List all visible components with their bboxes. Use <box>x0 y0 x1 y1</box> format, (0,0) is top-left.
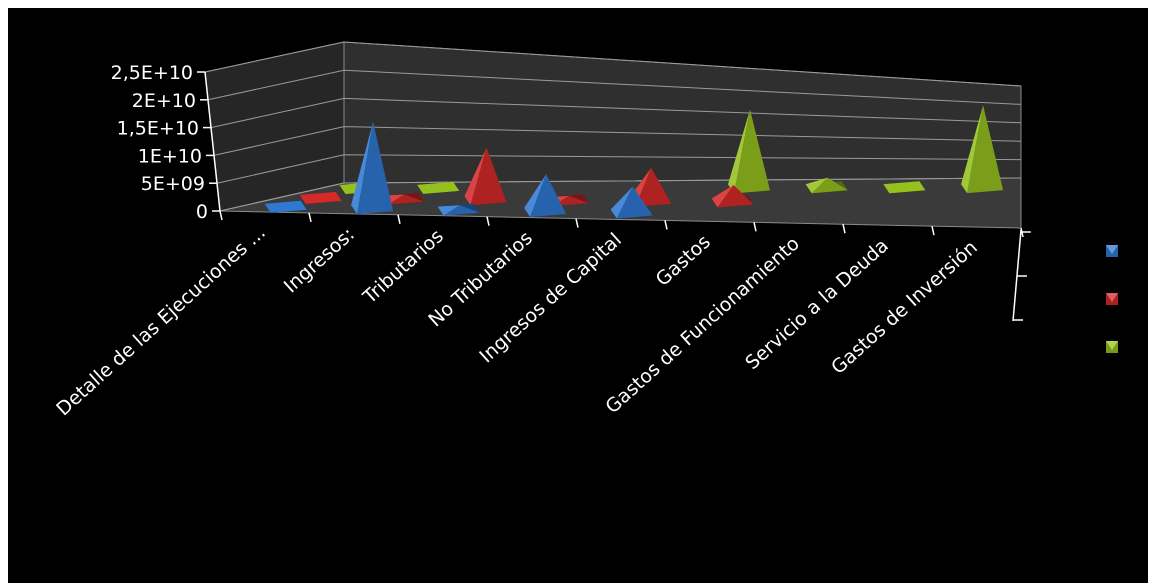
legend-marker <box>1106 341 1118 353</box>
pyramid-face-left <box>711 185 734 208</box>
x-tick-mark <box>308 212 312 223</box>
y-tick-label: 0 <box>196 201 208 223</box>
pyramid-face-left <box>437 205 460 216</box>
pyramid-flat <box>264 200 307 213</box>
x-tick-label: Ingresos: <box>280 223 359 297</box>
pyramid-flat <box>883 181 926 194</box>
pyramid-bar <box>610 186 653 219</box>
x-tick-mark <box>664 220 668 230</box>
x-tick-mark <box>397 214 401 224</box>
pyramid-face-left <box>961 105 984 194</box>
pyramid-face-left <box>728 109 750 194</box>
pyramid-face-right <box>616 186 653 219</box>
pyramid-face-left <box>610 186 633 219</box>
legend-marker <box>1106 245 1118 257</box>
pyramid-bar <box>351 121 394 215</box>
x-tick-mark <box>219 210 223 221</box>
pyramid-face-right <box>717 185 754 208</box>
pyramid-face-left <box>351 121 374 215</box>
gridline <box>204 41 1022 87</box>
pyramid-bar <box>728 109 770 194</box>
y-tick-label: 1E+10 <box>138 145 202 167</box>
pyramid-flat <box>299 191 342 204</box>
pyramid-bar <box>299 191 342 204</box>
pyramid-bar <box>524 174 567 217</box>
x-tick-label: Gastos <box>652 231 715 291</box>
gridline <box>213 126 1022 156</box>
x-tick-mark <box>753 222 757 232</box>
pyramid-bar <box>805 177 848 194</box>
pyramid-face-left <box>805 177 828 194</box>
gridline <box>207 69 1022 105</box>
pyramid-face-left <box>524 174 547 217</box>
x-tick-label: Gastos de Funcionamiento <box>601 233 803 418</box>
pyramid-flat <box>417 181 460 194</box>
back-wall <box>343 41 1022 184</box>
pyramid-bar <box>464 147 507 206</box>
x-tick-label: Tributarios <box>358 225 448 309</box>
pyramid-face-right <box>530 174 567 217</box>
y-tick-label: 2E+10 <box>132 90 196 112</box>
y-tick-label: 1,5E+10 <box>117 118 199 140</box>
chart: 2,5E+10 2E+10 1,5E+10 1E+10 5E+09 0 Detalle d… <box>52 41 1118 420</box>
x-axis: Detalle de las Ejecuciones ... Ingresos: T… <box>52 210 1031 420</box>
pyramid-bar <box>883 181 926 194</box>
pyramid-face-right <box>552 195 589 207</box>
x-tick-label: Gastos de Inversión <box>827 236 982 378</box>
data-marks <box>264 105 1004 219</box>
y-axis-line <box>204 71 221 212</box>
x-tick-mark <box>575 218 579 228</box>
pyramid-face-right <box>470 147 507 206</box>
pyramid-face-right <box>811 177 848 194</box>
gridlines <box>204 41 1022 212</box>
x-tick-mark <box>486 216 490 226</box>
pyramid-face-right <box>443 205 480 216</box>
y-tick-label: 5E+09 <box>141 173 205 195</box>
chart-panel: 2,5E+10 2E+10 1,5E+10 1E+10 5E+09 0 Detalle d… <box>8 8 1148 583</box>
gridline <box>216 154 1022 184</box>
pyramid-face-right <box>635 167 672 207</box>
gridline <box>219 177 1022 212</box>
pyramid-bar <box>961 105 1004 194</box>
pyramid-bar <box>264 200 307 213</box>
pyramid-face-left <box>464 147 487 206</box>
gridline <box>210 97 1022 129</box>
legend-swatch-highlight <box>1106 341 1118 350</box>
pyramid-bar <box>437 203 480 216</box>
y-axis: 2,5E+10 2E+10 1,5E+10 1E+10 5E+09 0 <box>111 62 221 223</box>
pyramid-bar <box>711 185 754 208</box>
x-tick-mark <box>842 224 846 234</box>
pyramid-face-right <box>388 194 425 205</box>
pyramid-face-right <box>357 121 394 215</box>
legend <box>1106 245 1118 353</box>
pyramid-face-right <box>734 109 770 194</box>
legend-swatch-highlight <box>1106 293 1118 302</box>
y-tick-label: 2,5E+10 <box>111 62 193 84</box>
legend-swatch-highlight <box>1106 245 1118 254</box>
x-tick-mark <box>931 225 935 236</box>
x-tick-label: Detalle de las Ejecuciones ... <box>52 221 270 420</box>
pyramid-bar <box>417 181 460 194</box>
legend-marker <box>1106 293 1118 305</box>
pyramid-face-right <box>967 105 1004 194</box>
